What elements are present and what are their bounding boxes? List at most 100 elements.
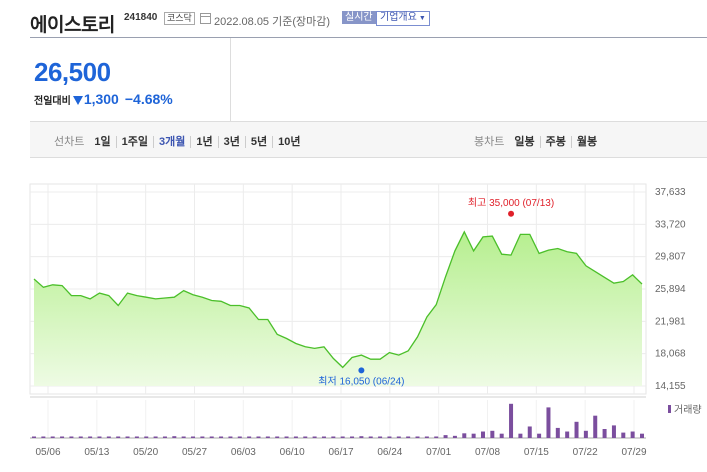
volume-bar — [546, 407, 551, 438]
volume-bar — [555, 427, 560, 438]
volume-bar — [611, 425, 616, 438]
volume-bar — [331, 436, 336, 438]
header-divider — [30, 37, 707, 38]
chart-toolbar: 선차트 1일 1주일 3개월 1년 3년 5년 10년 봉차트 일봉 주봉 월봉 — [30, 121, 707, 158]
volume-bar — [50, 436, 55, 438]
y-tick-label: 25,894 — [655, 284, 686, 295]
period-1w[interactable]: 1주일 — [115, 136, 153, 148]
volume-bar — [60, 436, 65, 438]
x-tick-label: 05/27 — [182, 447, 207, 458]
volume-bar — [518, 433, 523, 438]
candle-daily[interactable]: 일봉 — [514, 136, 535, 148]
volume-bar — [69, 436, 74, 438]
line-chart-label: 선차트 — [54, 136, 85, 148]
down-triangle-icon — [72, 95, 83, 105]
period-10y[interactable]: 10년 — [272, 136, 306, 148]
base-date: 2022.08.05 기준(장마감) — [214, 16, 331, 28]
volume-bar — [172, 436, 177, 438]
volume-legend-label: 거래량 — [674, 404, 702, 416]
x-tick-label: 05/20 — [133, 447, 158, 458]
stock-code: 241840 — [124, 12, 158, 23]
volume-bar — [219, 436, 224, 438]
period-1y[interactable]: 1년 — [190, 136, 218, 148]
change-percent: −4.68% — [124, 91, 173, 107]
y-tick-label: 37,633 — [655, 187, 686, 198]
volume-bar — [78, 436, 83, 438]
volume-bar — [106, 436, 111, 438]
volume-bar — [452, 435, 457, 438]
volume-bar — [88, 436, 93, 438]
volume-bar — [247, 436, 252, 438]
candle-weekly[interactable]: 주봉 — [539, 136, 571, 148]
volume-bar — [499, 433, 504, 438]
y-tick-label: 29,807 — [655, 252, 686, 263]
y-tick-label: 14,155 — [655, 381, 686, 392]
volume-bar — [537, 433, 542, 438]
stock-header: 에이스토리 241840 코스닥 2022.08.05 기준(장마감) 실시간 … — [30, 8, 707, 36]
y-tick-label: 21,981 — [655, 316, 686, 327]
volume-bar — [162, 436, 167, 438]
price-change: 전일대비 1,300 −4.68% — [34, 91, 173, 107]
volume-bar — [153, 436, 158, 438]
period-3y[interactable]: 3년 — [217, 136, 245, 148]
volume-bar — [471, 433, 476, 438]
x-tick-label: 07/15 — [524, 447, 549, 458]
realtime-button[interactable]: 실시간 — [342, 11, 376, 24]
volume-bar — [583, 430, 588, 438]
volume-bar — [116, 436, 121, 438]
volume-bar — [480, 431, 485, 438]
volume-bar — [191, 436, 196, 438]
volume-bar — [293, 436, 298, 438]
x-tick-label: 05/13 — [84, 447, 109, 458]
period-group: 선차트 1일 1주일 3개월 1년 3년 5년 10년 — [54, 133, 306, 149]
period-5y[interactable]: 5년 — [244, 136, 273, 148]
price-line — [33, 230, 643, 369]
x-tick-label: 05/06 — [35, 447, 60, 458]
volume-bar — [602, 429, 607, 438]
volume-bar — [228, 436, 233, 438]
change-amount: 1,300 — [83, 91, 119, 107]
volume-bar — [630, 431, 635, 438]
volume-bar — [144, 436, 149, 438]
volume-bar — [462, 433, 467, 438]
volume-bar — [574, 421, 579, 438]
volume-bar — [256, 436, 261, 438]
volume-bar — [387, 436, 392, 438]
volume-bar — [209, 436, 214, 438]
compare-label: 전일대비 — [34, 96, 71, 107]
volume-legend-swatch — [668, 405, 671, 413]
candle-monthly[interactable]: 월봉 — [570, 136, 603, 148]
x-tick-label: 06/17 — [328, 447, 353, 458]
volume-bar — [621, 432, 626, 438]
volume-bar — [406, 436, 411, 438]
candle-group: 봉차트 일봉 주봉 월봉 — [474, 133, 603, 149]
volume-bar — [97, 436, 102, 438]
period-1d[interactable]: 1일 — [94, 136, 111, 148]
volume-bar — [200, 436, 205, 438]
stock-name: 에이스토리 — [30, 15, 115, 36]
period-3m[interactable]: 3개월 — [152, 136, 191, 148]
volume-bar — [396, 436, 401, 438]
low-marker — [358, 367, 365, 374]
y-tick-label: 33,720 — [655, 219, 686, 230]
price-area — [34, 231, 642, 386]
x-tick-label: 06/10 — [280, 447, 305, 458]
volume-bar — [434, 436, 439, 438]
x-tick-label: 07/29 — [621, 447, 646, 458]
chevron-down-icon: ▼ — [418, 15, 426, 22]
volume-bar — [237, 436, 242, 438]
low-annotation: 최저 16,050 (06/24) — [318, 375, 404, 387]
volume-bar — [275, 436, 280, 438]
volume-bar — [424, 436, 429, 438]
volume-bar — [593, 415, 598, 438]
volume-bar — [303, 436, 308, 438]
price-panel: 26,500 전일대비 1,300 −4.68% — [30, 38, 231, 121]
volume-bar — [509, 403, 514, 438]
company-info-dropdown[interactable]: 기업개요 ▼ — [376, 11, 430, 26]
y-tick-label: 18,068 — [655, 349, 686, 360]
x-tick-label: 07/08 — [475, 447, 500, 458]
x-tick-label: 07/01 — [426, 447, 451, 458]
x-tick-label: 06/03 — [231, 447, 256, 458]
volume-bar — [368, 436, 373, 438]
